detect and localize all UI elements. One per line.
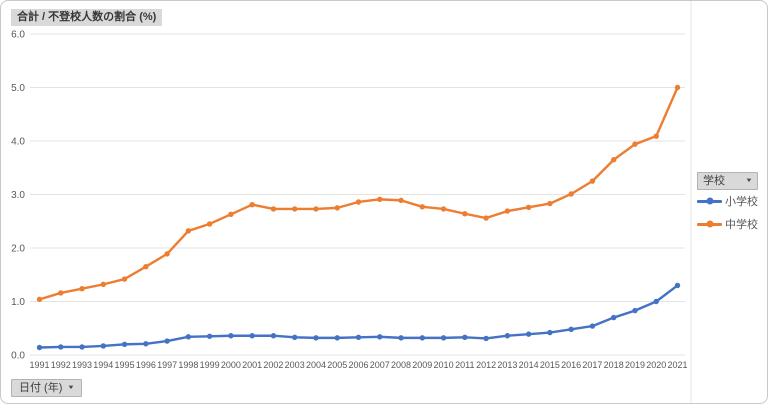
legend-item-junior-high[interactable]: 中学校 bbox=[697, 216, 758, 232]
axis-field-button[interactable]: 日付 (年) ▼ bbox=[11, 379, 83, 397]
dropdown-arrow-icon: ▼ bbox=[67, 385, 76, 391]
svg-text:1994: 1994 bbox=[93, 360, 113, 370]
svg-text:5.0: 5.0 bbox=[11, 83, 25, 94]
svg-text:2007: 2007 bbox=[370, 360, 390, 370]
svg-text:2017: 2017 bbox=[582, 360, 602, 370]
line-marker-icon bbox=[697, 220, 722, 228]
svg-text:2005: 2005 bbox=[327, 360, 347, 370]
svg-text:2018: 2018 bbox=[604, 360, 624, 370]
svg-text:2002: 2002 bbox=[263, 360, 283, 370]
svg-text:3.0: 3.0 bbox=[11, 190, 25, 201]
line-marker-icon bbox=[697, 197, 722, 205]
svg-text:1998: 1998 bbox=[178, 360, 198, 370]
svg-text:2013: 2013 bbox=[497, 360, 517, 370]
svg-text:1991: 1991 bbox=[29, 360, 49, 370]
legend-item-label: 中学校 bbox=[725, 219, 758, 231]
gridlines bbox=[30, 33, 685, 356]
y-axis-labels: 0.0 1.0 2.0 3.0 4.0 5.0 6.0 bbox=[11, 30, 25, 362]
svg-text:2001: 2001 bbox=[242, 360, 262, 370]
svg-text:2015: 2015 bbox=[540, 360, 560, 370]
value-field-label: 合計 / 不登校人数の割合 (%) bbox=[17, 11, 157, 23]
svg-text:2003: 2003 bbox=[285, 360, 305, 370]
svg-text:1997: 1997 bbox=[157, 360, 177, 370]
axis-field-label: 日付 (年) bbox=[19, 381, 63, 394]
svg-text:0.0: 0.0 bbox=[11, 351, 25, 362]
svg-text:2014: 2014 bbox=[519, 360, 539, 370]
svg-text:2009: 2009 bbox=[412, 360, 432, 370]
series-elementary[interactable] bbox=[36, 282, 681, 351]
legend-item-elementary[interactable]: 小学校 bbox=[697, 193, 758, 209]
svg-text:1996: 1996 bbox=[136, 360, 156, 370]
dropdown-arrow-icon: ▼ bbox=[745, 178, 753, 184]
svg-text:2011: 2011 bbox=[455, 360, 474, 370]
svg-text:2004: 2004 bbox=[306, 360, 326, 370]
svg-text:2006: 2006 bbox=[348, 360, 368, 370]
series-junior-high[interactable] bbox=[36, 84, 681, 303]
svg-text:2020: 2020 bbox=[646, 360, 666, 370]
svg-text:2019: 2019 bbox=[625, 360, 645, 370]
svg-text:1999: 1999 bbox=[200, 360, 220, 370]
legend-item-label: 小学校 bbox=[725, 196, 758, 208]
svg-text:4.0: 4.0 bbox=[11, 137, 25, 148]
svg-text:2012: 2012 bbox=[476, 360, 496, 370]
svg-text:2021: 2021 bbox=[667, 360, 687, 370]
svg-text:6.0: 6.0 bbox=[11, 30, 25, 41]
svg-text:1993: 1993 bbox=[72, 360, 92, 370]
chart-legend: 小学校 中学校 bbox=[697, 193, 758, 232]
svg-text:1995: 1995 bbox=[115, 360, 135, 370]
svg-text:2010: 2010 bbox=[434, 360, 454, 370]
svg-text:1992: 1992 bbox=[51, 360, 71, 370]
legend-field-label: 学校 bbox=[703, 174, 725, 187]
value-field-button[interactable]: 合計 / 不登校人数の割合 (%) bbox=[11, 9, 163, 26]
svg-text:1.0: 1.0 bbox=[11, 297, 25, 308]
x-axis-labels: 1991 1992 1993 1994 1995 1996 1997 1998 1999 2000… bbox=[29, 360, 687, 370]
svg-text:2008: 2008 bbox=[391, 360, 411, 370]
svg-text:2000: 2000 bbox=[221, 360, 241, 370]
legend-field-button[interactable]: 学校 ▼ bbox=[697, 172, 758, 190]
svg-text:2.0: 2.0 bbox=[11, 244, 25, 255]
svg-text:2016: 2016 bbox=[561, 360, 581, 370]
